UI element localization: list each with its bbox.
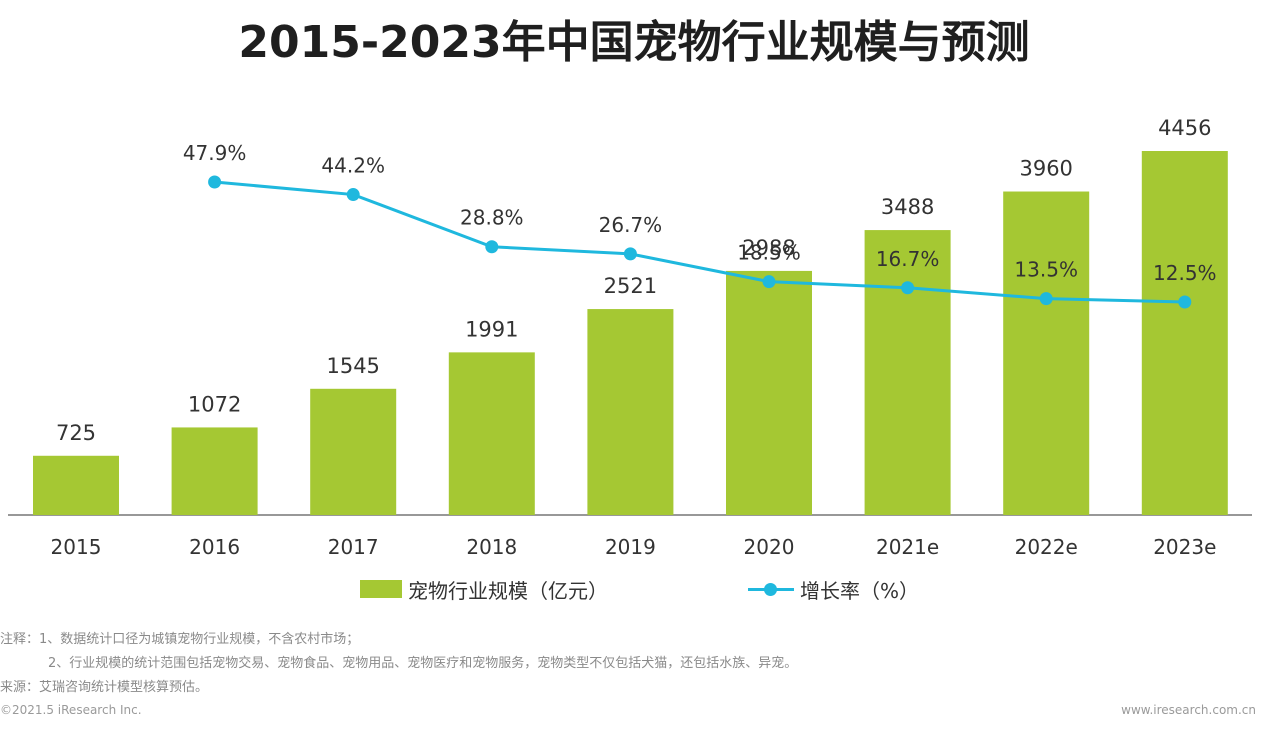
bar-value-label: 2521 — [604, 274, 657, 298]
growth-point-2021e — [901, 281, 915, 295]
notes: 注释：1、数据统计口径为城镇宠物行业规模，不含农村市场； 2、行业规模的统计范围… — [0, 628, 1268, 700]
growth-value-label: 18.5% — [737, 241, 801, 265]
bar-2017 — [310, 388, 397, 515]
growth-value-label: 16.7% — [876, 247, 940, 271]
bar-2020 — [726, 270, 812, 515]
bar-value-label: 2988 — [742, 236, 795, 260]
x-tick-label: 2015 — [51, 535, 102, 559]
bars-layer — [8, 151, 1252, 516]
source-note: 来源：艾瑞咨询统计模型核算预估。 — [0, 680, 209, 695]
bar-value-label: 725 — [56, 421, 96, 445]
legend-label-bar: 宠物行业规模（亿元） — [408, 578, 608, 603]
note-1: 注释：1、数据统计口径为城镇宠物行业规模，不含农村市场； — [0, 632, 360, 647]
x-tick-label: 2019 — [605, 535, 656, 559]
growth-line-layer — [208, 175, 1192, 309]
growth-value-label: 28.8% — [460, 206, 524, 230]
chart-canvas: 725 2015 1072 2016 1545 2017 1991 2018 2521 2019 2… — [8, 116, 1252, 559]
x-tick-label: 2021e — [876, 535, 939, 559]
legend-label-line: 增长率（%） — [800, 578, 920, 603]
legend-item-bar: 宠物行业规模（亿元） — [360, 574, 608, 604]
growth-value-label: 47.9% — [183, 141, 247, 165]
growth-value-label: 44.2% — [321, 154, 385, 178]
growth-point-2017 — [346, 188, 360, 202]
bar-value-label: 1545 — [326, 354, 379, 378]
bar-value-label: 3960 — [1019, 157, 1072, 181]
labels-layer: 725 2015 1072 2016 1545 2017 1991 2018 2521 2019 2… — [51, 116, 1217, 559]
growth-line — [214, 180, 1185, 304]
growth-value-label: 12.5% — [1153, 261, 1217, 285]
copyright: ©2021.5 iResearch Inc. — [0, 703, 142, 717]
bar-2016 — [171, 427, 258, 515]
x-tick-label: 2020 — [744, 535, 795, 559]
bar-2022e — [1003, 191, 1090, 515]
legend-item-line: 增长率（%） — [748, 574, 919, 604]
bar-2023e — [1141, 151, 1228, 515]
x-tick-label: 2023e — [1153, 535, 1216, 559]
growth-point-2019 — [623, 247, 637, 261]
chart-title: 2015-2023年中国宠物行业规模与预测 — [238, 17, 1030, 68]
x-tick-label: 2016 — [189, 535, 240, 559]
x-tick-label: 2022e — [1015, 535, 1078, 559]
growth-value-label: 26.7% — [599, 213, 663, 237]
bar-2018 — [448, 352, 535, 515]
legend-bar-swatch — [360, 580, 402, 598]
bar-value-label: 1991 — [465, 317, 518, 341]
website: www.iresearch.com.cn — [1121, 703, 1256, 717]
growth-point-2020 — [762, 275, 776, 289]
growth-point-2016 — [208, 175, 222, 189]
growth-point-2022e — [1039, 292, 1053, 306]
growth-point-2018 — [485, 240, 499, 254]
bar-2019 — [587, 309, 674, 515]
bar-2015 — [33, 455, 119, 515]
x-tick-label: 2018 — [466, 535, 517, 559]
legend: 宠物行业规模（亿元） 增长率（%） — [0, 574, 1268, 604]
bar-2021e — [864, 230, 951, 515]
bar-value-label: 3488 — [881, 195, 934, 219]
x-tick-label: 2017 — [328, 535, 379, 559]
legend-line-swatch — [748, 580, 794, 598]
bar-value-label: 4456 — [1158, 116, 1211, 140]
growth-point-2023e — [1178, 295, 1192, 309]
growth-value-label: 13.5% — [1014, 258, 1078, 282]
note-2: 2、行业规模的统计范围包括宠物交易、宠物食品、宠物用品、宠物医疗和宠物服务，宠物… — [48, 656, 798, 671]
bar-value-label: 1072 — [188, 392, 241, 416]
